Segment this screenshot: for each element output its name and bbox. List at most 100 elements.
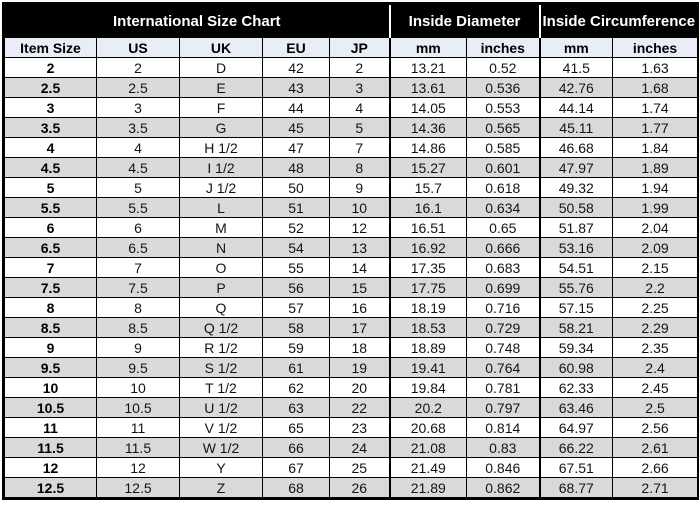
- cell: 14.36: [388, 117, 468, 138]
- cell: 55: [262, 257, 330, 278]
- cell: 1.84: [612, 137, 699, 158]
- cell: 0.65: [466, 217, 541, 238]
- cell: 51: [262, 197, 330, 218]
- cell: 4.5: [96, 157, 180, 178]
- cell: 10: [328, 197, 391, 218]
- cell: 1.68: [612, 77, 699, 98]
- cell: 0.601: [466, 157, 541, 178]
- cell: H 1/2: [179, 137, 263, 158]
- cell: 10: [96, 377, 180, 398]
- cell: 7: [328, 137, 391, 158]
- cell: 50.58: [538, 197, 614, 218]
- table-row: 3 3 F 44 4 14.05 0.553 44.14 1.74: [3, 97, 699, 118]
- cell: 63.46: [538, 397, 614, 418]
- cell: 0.716: [466, 297, 541, 318]
- cell: Q 1/2: [179, 317, 263, 338]
- cell: J 1/2: [179, 177, 263, 198]
- table-row: 8 8 Q 57 16 18.19 0.716 57.15 2.25: [3, 297, 699, 318]
- cell: W 1/2: [179, 437, 263, 458]
- cell: L: [179, 197, 263, 218]
- cell: 68: [262, 477, 330, 499]
- cell-item-size: 10: [3, 377, 97, 398]
- cell: 25: [328, 457, 391, 478]
- cell-item-size: 4.5: [3, 157, 97, 178]
- cell: 1.89: [612, 157, 699, 178]
- cell: E: [179, 77, 263, 98]
- cell: R 1/2: [179, 337, 263, 358]
- cell: 57.15: [538, 297, 614, 318]
- cell: M: [179, 217, 263, 238]
- cell-item-size: 5.5: [3, 197, 97, 218]
- group-header-inside-circumference: Inside Circumference: [538, 3, 699, 38]
- cell: 4: [328, 97, 391, 118]
- cell: 5: [96, 177, 180, 198]
- cell: 49.32: [538, 177, 614, 198]
- cell: 1.99: [612, 197, 699, 218]
- table-row: 6 6 M 52 12 16.51 0.65 51.87 2.04: [3, 217, 699, 238]
- cell: 43: [262, 77, 330, 98]
- cell: 16: [328, 297, 391, 318]
- cell: 0.814: [466, 417, 541, 438]
- cell: 55.76: [538, 277, 614, 298]
- cell-item-size: 9.5: [3, 357, 97, 378]
- cell: 11: [96, 417, 180, 438]
- cell-item-size: 12.5: [3, 477, 97, 499]
- cell: 2.2: [612, 277, 699, 298]
- cell: 0.52: [466, 57, 541, 78]
- cell: 42: [262, 57, 330, 78]
- table-row: 2.5 2.5 E 43 3 13.61 0.536 42.76 1.68: [3, 77, 699, 98]
- cell: 60.98: [538, 357, 614, 378]
- cell: 53.16: [538, 237, 614, 258]
- cell: 67.51: [538, 457, 614, 478]
- cell: 58.21: [538, 317, 614, 338]
- cell: 13: [328, 237, 391, 258]
- cell: 67: [262, 457, 330, 478]
- column-header-item-size: Item Size: [3, 37, 97, 58]
- cell: 13.21: [388, 57, 468, 78]
- cell: S 1/2: [179, 357, 263, 378]
- cell: 59: [262, 337, 330, 358]
- cell: 3.5: [96, 117, 180, 138]
- table-row: 10 10 T 1/2 62 20 19.84 0.781 62.33 2.45: [3, 377, 699, 398]
- cell: 21.08: [388, 437, 468, 458]
- cell: 0.683: [466, 257, 541, 278]
- cell-item-size: 7: [3, 257, 97, 278]
- group-header-inside-diameter: Inside Diameter: [388, 3, 541, 38]
- cell: T 1/2: [179, 377, 263, 398]
- cell: 8.5: [96, 317, 180, 338]
- cell: 0.553: [466, 97, 541, 118]
- cell: 0.634: [466, 197, 541, 218]
- cell: 19: [328, 357, 391, 378]
- cell: 16.92: [388, 237, 468, 258]
- table-row: 10.5 10.5 U 1/2 63 22 20.2 0.797 63.46 2.5: [3, 397, 699, 418]
- column-header-diameter-inches: inches: [466, 37, 541, 58]
- cell: O: [179, 257, 263, 278]
- table-row: 7.5 7.5 P 56 15 17.75 0.699 55.76 2.2: [3, 277, 699, 298]
- cell: 1.74: [612, 97, 699, 118]
- table-row: 11 11 V 1/2 65 23 20.68 0.814 64.97 2.56: [3, 417, 699, 438]
- cell: 2.5: [612, 397, 699, 418]
- table-row: 12.5 12.5 Z 68 26 21.89 0.862 68.77 2.71: [3, 477, 699, 499]
- cell: 47: [262, 137, 330, 158]
- cell: 10.5: [96, 397, 180, 418]
- cell: 0.666: [466, 237, 541, 258]
- cell: 19.84: [388, 377, 468, 398]
- cell: 5.5: [96, 197, 180, 218]
- cell: 45.11: [538, 117, 614, 138]
- cell: 0.536: [466, 77, 541, 98]
- cell: 3: [328, 77, 391, 98]
- table-row: 6.5 6.5 N 54 13 16.92 0.666 53.16 2.09: [3, 237, 699, 258]
- table-row: 8.5 8.5 Q 1/2 58 17 18.53 0.729 58.21 2.29: [3, 317, 699, 338]
- cell: 2.45: [612, 377, 699, 398]
- cell: 11.5: [96, 437, 180, 458]
- cell: 2.25: [612, 297, 699, 318]
- cell: 0.846: [466, 457, 541, 478]
- cell: 0.781: [466, 377, 541, 398]
- cell: 65: [262, 417, 330, 438]
- cell: 17.35: [388, 257, 468, 278]
- cell: 18: [328, 337, 391, 358]
- cell: 61: [262, 357, 330, 378]
